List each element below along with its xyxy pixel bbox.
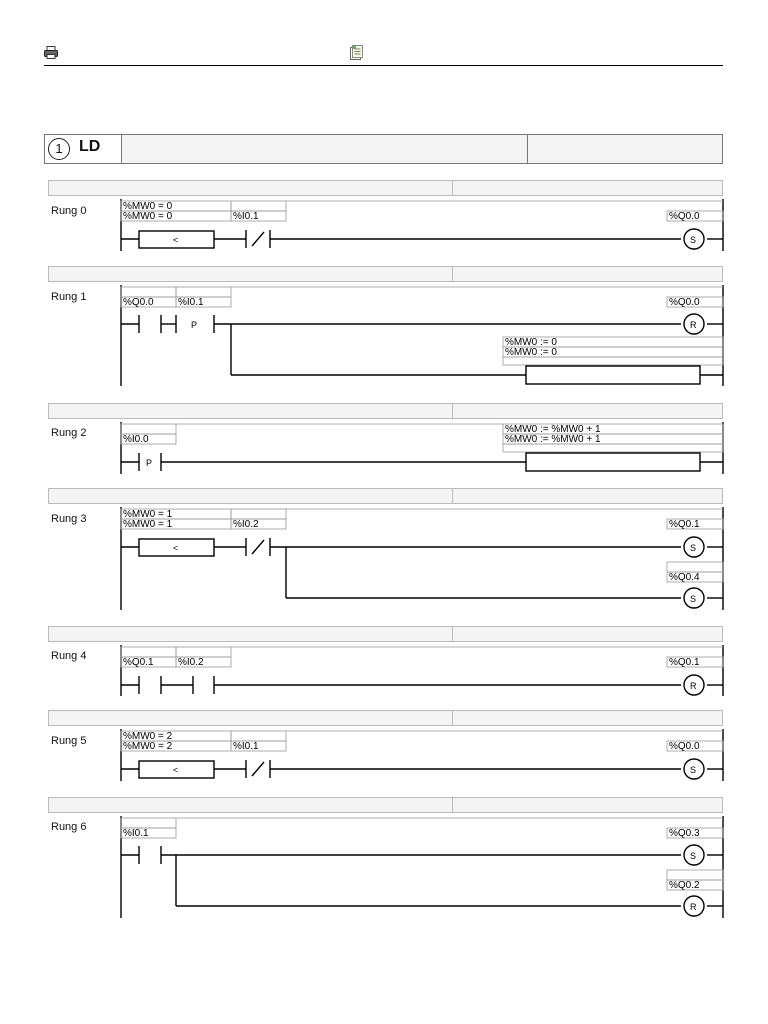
contact-label: %I0.0 <box>123 434 149 445</box>
section-language: LD <box>79 138 101 155</box>
coil-label: %Q0.4 <box>669 572 700 583</box>
reset-coil <box>683 895 705 917</box>
coil-label: %Q0.2 <box>669 880 700 891</box>
coil-label: %Q0.1 <box>669 519 700 530</box>
coil-type: S <box>690 543 696 553</box>
rung-2-label: Rung 2 <box>51 427 87 439</box>
coil-label: %Q0.0 <box>669 297 700 308</box>
compare-line-2: %MW0 = 2 <box>123 741 173 752</box>
section-title-cell: 1 LD <box>45 135 122 163</box>
compare-line-2: %MW0 = 0 <box>123 211 173 222</box>
compare-line-1: %MW0 = 1 <box>123 509 173 520</box>
print-icon[interactable] <box>44 46 58 59</box>
compare-line-2: %MW0 = 1 <box>123 519 173 530</box>
rung-3-header <box>48 488 723 504</box>
contact-label: %I0.2 <box>178 657 204 668</box>
rung-5 <box>120 729 724 781</box>
contact-mark: P <box>146 458 152 468</box>
rung-3-label: Rung 3 <box>51 513 87 525</box>
rung-5-label: Rung 5 <box>51 735 87 747</box>
set-coil <box>683 844 705 866</box>
compare-line-1: %MW0 = 0 <box>123 201 173 212</box>
coil-type: S <box>690 594 696 604</box>
compare-operator: < <box>173 765 178 775</box>
set-coil <box>683 536 705 558</box>
coil-label: %Q0.0 <box>669 211 700 222</box>
operate-block <box>525 365 701 385</box>
coil-type: S <box>690 765 696 775</box>
operate-block <box>525 452 701 472</box>
rung-4-label: Rung 4 <box>51 650 87 662</box>
coil-type: R <box>690 902 697 912</box>
contact-label: %I0.1 <box>233 741 259 752</box>
coil-label: %Q0.1 <box>669 657 700 668</box>
set-coil <box>683 758 705 780</box>
set-coil <box>683 587 705 609</box>
operate-line-2: %MW0 := 0 <box>505 347 557 358</box>
rung-1-label: Rung 1 <box>51 291 87 303</box>
coil-label: %Q0.3 <box>669 828 700 839</box>
contact-label: %I0.1 <box>178 297 204 308</box>
rung-4 <box>120 645 724 696</box>
contact-label: %Q0.1 <box>123 657 154 668</box>
rung-2-header <box>48 403 723 419</box>
operate-line-1: %MW0 := %MW0 + 1 <box>505 424 601 435</box>
rung-0-header <box>48 180 723 196</box>
section-number: 1 <box>48 138 70 160</box>
coil-type: R <box>690 681 697 691</box>
rung-5-header <box>48 710 723 726</box>
operate-line-2: %MW0 := %MW0 + 1 <box>505 434 601 445</box>
coil-type: S <box>690 851 696 861</box>
set-coil <box>683 228 705 250</box>
contact-label: %I0.1 <box>123 828 149 839</box>
rung-2 <box>120 422 724 474</box>
reset-coil <box>683 674 705 696</box>
rung-0-label: Rung 0 <box>51 205 87 217</box>
rung-6 <box>120 816 724 918</box>
coil-type: R <box>690 320 697 330</box>
contact-label: %Q0.0 <box>123 297 154 308</box>
rung-6-header <box>48 797 723 813</box>
contact-label: %I0.1 <box>233 211 259 222</box>
contact-mark: P <box>191 320 197 330</box>
operate-line-1: %MW0 := 0 <box>505 337 557 348</box>
rung-1 <box>120 285 724 386</box>
compare-operator: < <box>173 543 178 553</box>
header-divider <box>44 65 723 66</box>
rung-3 <box>120 507 724 610</box>
rung-4-header <box>48 626 723 642</box>
compare-operator: < <box>173 235 178 245</box>
coil-label: %Q0.0 <box>669 741 700 752</box>
rung-1-header <box>48 266 723 282</box>
document-icon[interactable] <box>350 45 363 60</box>
contact-label: %I0.2 <box>233 519 259 530</box>
compare-line-1: %MW0 = 2 <box>123 731 173 742</box>
coil-type: S <box>690 235 696 245</box>
section-title-bar: 1 LD <box>44 134 723 164</box>
reset-coil <box>683 313 705 335</box>
rung-0 <box>120 199 724 251</box>
rung-6-label: Rung 6 <box>51 821 87 833</box>
